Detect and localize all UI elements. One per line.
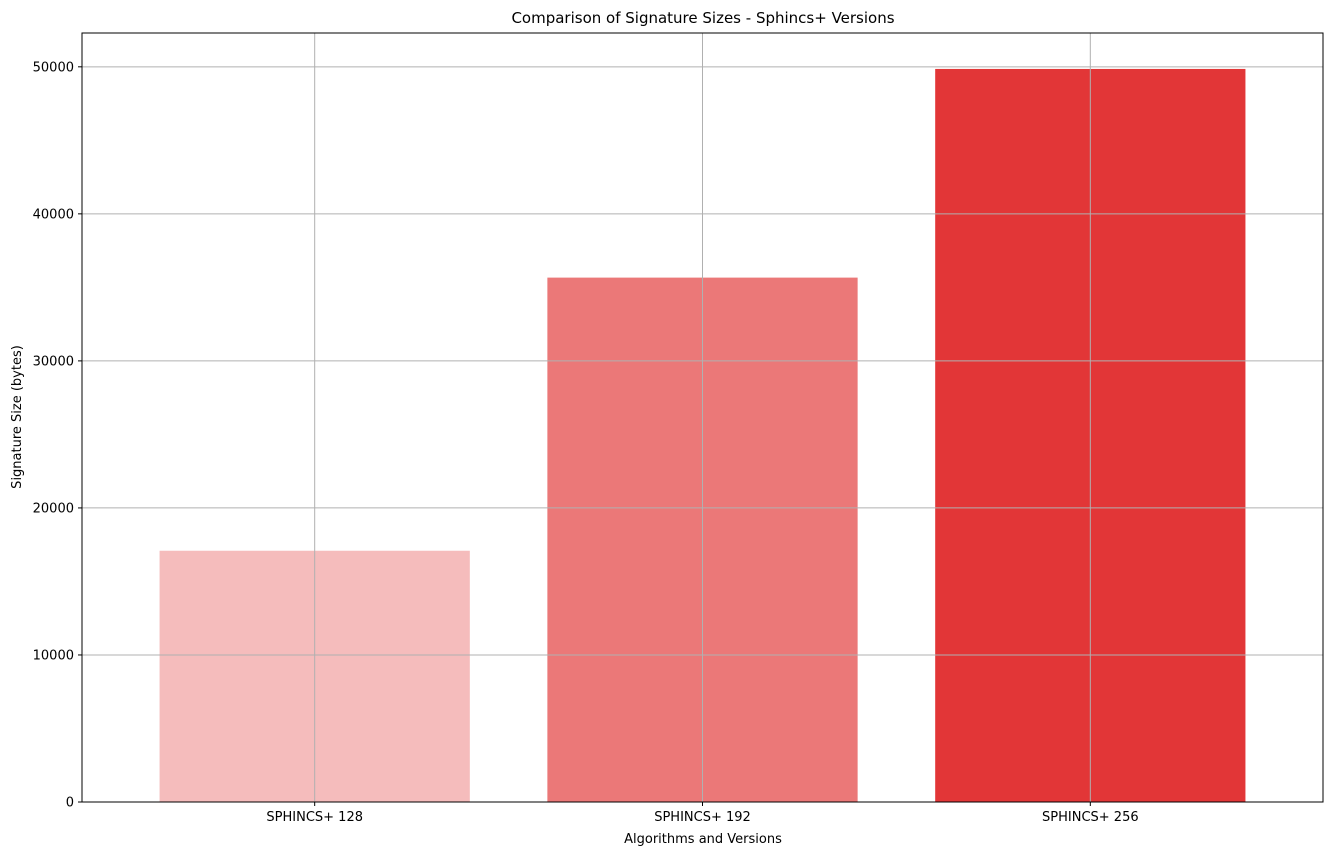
y-axis-label: Signature Size (bytes) — [10, 345, 25, 489]
x-tick-label: SPHINCS+ 256 — [1042, 810, 1139, 825]
y-tick-label: 40000 — [33, 207, 74, 222]
y-tick-label: 50000 — [33, 60, 74, 75]
y-tick-label: 30000 — [33, 354, 74, 369]
y-tick-label: 10000 — [33, 648, 74, 663]
chart-title: Comparison of Signature Sizes - Sphincs+… — [511, 9, 894, 27]
y-tick-label: 20000 — [33, 501, 74, 516]
x-axis-label: Algorithms and Versions — [624, 832, 782, 847]
y-tick-label: 0 — [66, 796, 74, 811]
plot-frame — [81, 32, 1324, 803]
x-tick-label: SPHINCS+ 192 — [654, 810, 751, 825]
axes: 0 10000 20000 30000 40000 50000 SPHINCS+ 128 SP… — [33, 32, 1324, 825]
x-tick-label: SPHINCS+ 128 — [266, 810, 363, 825]
